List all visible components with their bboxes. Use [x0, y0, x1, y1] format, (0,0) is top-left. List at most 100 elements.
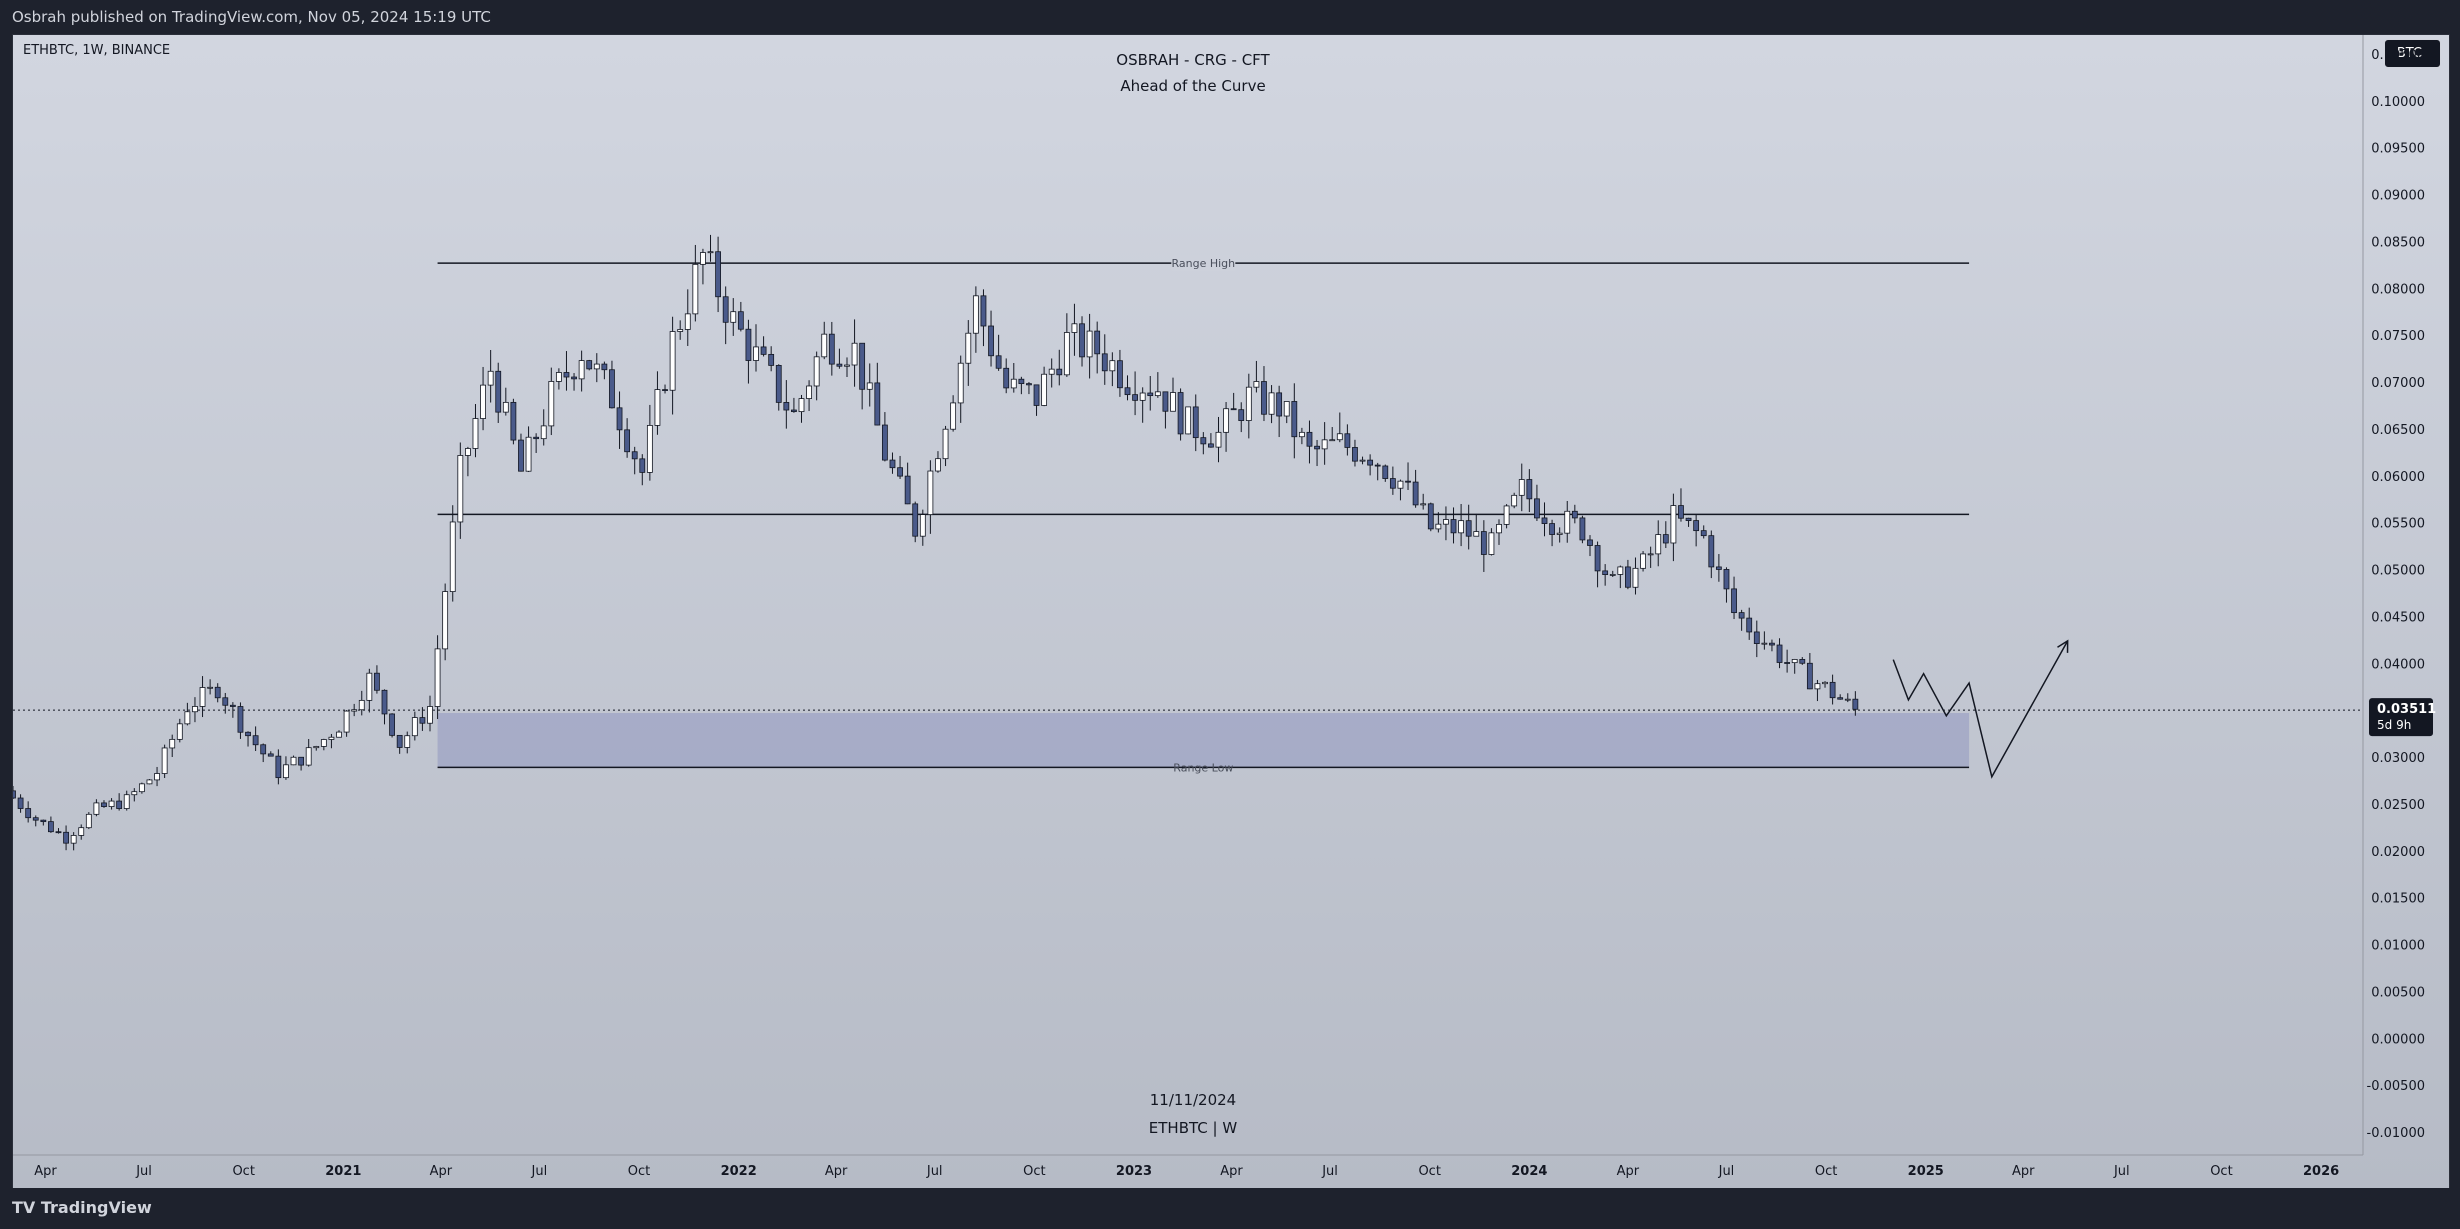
price-axis-label: 0.09000 [2371, 189, 2425, 204]
projection-path [1892, 640, 2069, 779]
candle-up [1359, 459, 1366, 462]
candle-down [518, 439, 524, 472]
candle-up [138, 783, 145, 793]
candle-down [1753, 631, 1760, 644]
candle-up [700, 252, 706, 265]
candle-up [1814, 683, 1821, 690]
candle-down [1094, 330, 1101, 355]
tv-icon: 𝗧𝗩 [12, 1198, 41, 1217]
candle-up [1564, 510, 1571, 534]
candle-down [25, 808, 32, 819]
price-axis-label: 0.02500 [2371, 798, 2425, 813]
candle-up [730, 311, 737, 323]
candle-down [715, 251, 721, 298]
candle-up [1298, 431, 1305, 438]
candle-up [1185, 406, 1192, 435]
symbol-info: ETHBTC, 1W, BINANCE [23, 43, 171, 58]
candle-up [1336, 433, 1343, 441]
candle-down [229, 704, 236, 707]
candle-down [1829, 681, 1836, 699]
candle-down [1314, 445, 1320, 450]
price-axis-label: -0.00500 [2367, 1079, 2425, 1094]
time-axis-label: Apr [1220, 1164, 1243, 1179]
candle-down [995, 355, 1002, 369]
candle-down [1776, 644, 1783, 663]
range-low-label: Range Low [1173, 761, 1233, 774]
candle-down [1230, 408, 1237, 411]
candle-down [1784, 662, 1791, 664]
price-axis-label: 0.08000 [2371, 282, 2425, 297]
candle-down [48, 821, 54, 833]
candle-down [1352, 447, 1358, 462]
price-axis-label: 0.08500 [2371, 235, 2425, 250]
candle-down [1018, 378, 1025, 385]
candle-down [1427, 503, 1434, 530]
candle-down [1541, 517, 1548, 524]
price-axis-label: 0.10500 [2371, 48, 2425, 63]
candle-up [283, 764, 289, 779]
watermark-subtitle: Ahead of the Curve [1120, 77, 1265, 95]
watermark-title: OSBRAH - CRG - CFT [1116, 51, 1270, 69]
watermark-symbol: ETHBTC | W [1149, 1119, 1238, 1137]
candle-up [70, 835, 77, 844]
candle-up [1223, 408, 1229, 433]
candle-down [563, 372, 570, 378]
candle-up [806, 385, 812, 399]
candle-up [677, 329, 684, 332]
candle-up [169, 738, 176, 749]
candle-down [1101, 353, 1108, 372]
price-chart[interactable]: 0.10500 0.10000 0.09500 0.09000 0.08500 0.080… [13, 35, 2449, 1189]
candle-down [1837, 697, 1844, 700]
candle-down [1625, 566, 1631, 588]
candle-down [63, 831, 69, 844]
candle-up [1215, 431, 1222, 448]
candle-down [101, 802, 107, 808]
candle-down [374, 672, 380, 691]
candle-up [669, 331, 676, 391]
candle-up [927, 470, 934, 515]
candle-up [654, 389, 661, 426]
candle-up [1488, 532, 1495, 555]
candle-up [1496, 523, 1502, 534]
candle-down [828, 333, 835, 365]
candle-up [207, 686, 214, 689]
tradingview-logo[interactable]: 𝗧𝗩 TradingView [12, 1198, 152, 1217]
candle-down [1534, 498, 1540, 519]
price-axis-label: -0.01000 [2367, 1126, 2425, 1141]
candle-down [783, 402, 790, 411]
currency-badge[interactable]: BTC [2383, 39, 2441, 68]
candle-down [1124, 387, 1131, 396]
candle-down [298, 756, 305, 766]
candle-up [449, 521, 456, 592]
candle-down [260, 744, 267, 755]
candle-down [1291, 401, 1298, 438]
candle-down [980, 295, 987, 327]
time-axis-label: Apr [34, 1164, 57, 1179]
candle-down [988, 325, 994, 357]
candle-up [1458, 520, 1465, 534]
candle-down [17, 797, 24, 809]
last-price-value: 0.03511 [2377, 702, 2436, 717]
time-axis-label: Apr [825, 1164, 848, 1179]
publish-header: Osbrah published on TradingView.com, Nov… [0, 0, 2460, 34]
candle-down [1806, 662, 1813, 690]
candle-up [336, 731, 342, 738]
candle-up [1791, 659, 1798, 664]
price-axis-label: 0.07500 [2371, 329, 2425, 344]
candle-down [1382, 465, 1389, 479]
candle-up [1640, 553, 1646, 569]
time-axis-label: Oct [1418, 1164, 1440, 1179]
price-axis-label: 0.05000 [2371, 564, 2425, 579]
price-axis-label: 0.04000 [2371, 657, 2425, 672]
candle-up [1397, 480, 1404, 489]
candle-up [1329, 439, 1336, 442]
candle-up [1632, 567, 1639, 588]
candle-down [912, 503, 919, 537]
candle-up [199, 687, 206, 707]
candle-down [1374, 464, 1381, 467]
candle-up [593, 363, 600, 370]
time-axis-label: Oct [232, 1164, 254, 1179]
candle-down [624, 429, 631, 453]
time-axis-label: 2025 [1908, 1164, 1944, 1179]
chart-panel[interactable]: ETHBTC, 1W, BINANCE BTC 0.10500 0.10000 0.… [12, 34, 2450, 1190]
